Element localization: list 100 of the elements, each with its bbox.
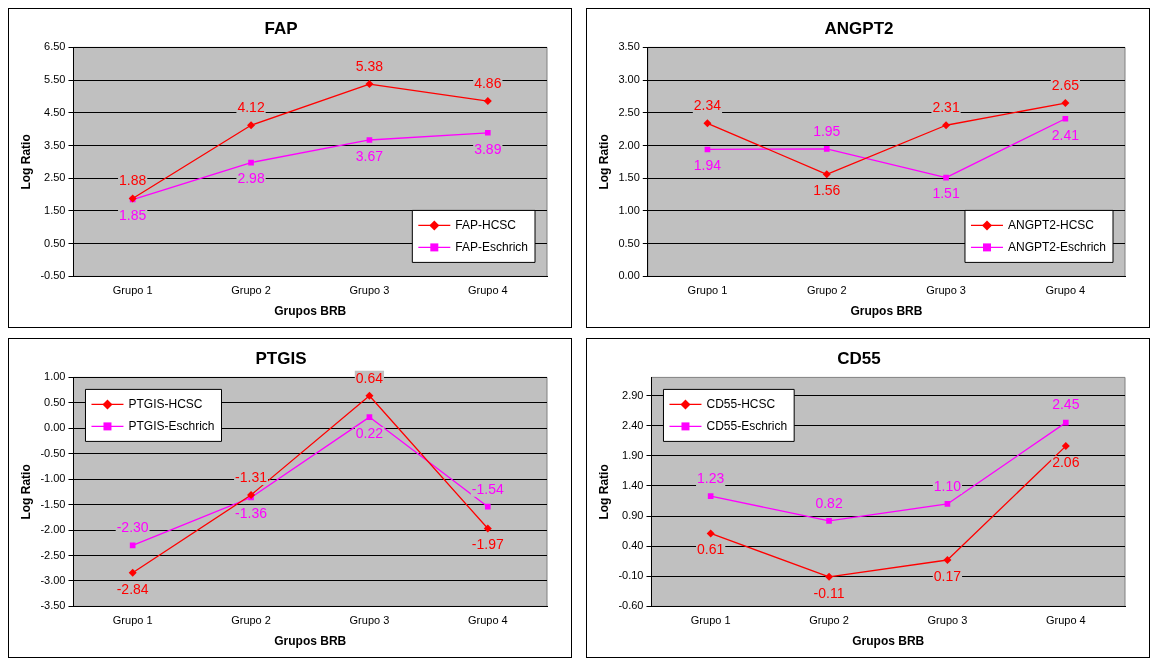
point <box>823 145 830 152</box>
y-tick-label: 3.50 <box>618 40 640 53</box>
y-tick-label: 0.40 <box>622 539 644 552</box>
y-tick-label: -2.00 <box>40 523 66 536</box>
y-tick-label: 1.40 <box>622 478 644 491</box>
y-tick-label: 3.00 <box>618 73 640 86</box>
y-tick-label: -3.50 <box>40 599 66 612</box>
y-tick-label: 6.50 <box>44 40 66 53</box>
y-axis-title: Log Ratio <box>596 134 611 190</box>
data-label: 1.94 <box>693 157 722 174</box>
y-tick-label: 1.50 <box>44 204 66 216</box>
y-tick-label: -0.50 <box>40 446 66 459</box>
data-label: 3.67 <box>355 147 384 164</box>
x-axis-title: Grupos BRB <box>852 634 925 649</box>
x-axis-title: Grupos BRB <box>274 304 347 319</box>
y-tick-label: 5.50 <box>44 73 66 86</box>
data-label: 1.10 <box>933 477 962 494</box>
data-label: 4.12 <box>237 99 265 116</box>
data-label: 2.98 <box>237 170 265 187</box>
x-tick-label: Grupo 3 <box>927 614 968 627</box>
data-label: 0.61 <box>697 541 725 558</box>
y-axis-title: Log Ratio <box>18 464 33 520</box>
data-label: 0.64 <box>355 369 384 386</box>
y-tick-label: -1.00 <box>40 472 66 485</box>
chart-title: FAP <box>264 18 298 38</box>
data-label: -2.84 <box>116 580 149 597</box>
data-label: -1.97 <box>471 536 504 553</box>
y-tick-label: 0.50 <box>618 236 640 249</box>
point <box>944 501 951 507</box>
point <box>707 493 714 499</box>
data-label: 1.85 <box>119 207 147 224</box>
x-tick-label: Grupo 4 <box>1045 614 1086 627</box>
y-tick-label: 1.00 <box>618 204 640 216</box>
y-tick-label: 2.00 <box>618 138 640 151</box>
point <box>943 556 952 564</box>
y-tick-label: -0.10 <box>618 569 644 582</box>
y-tick-label: 0.50 <box>44 395 66 408</box>
data-label: -1.31 <box>235 468 268 485</box>
y-tick-label: 1.90 <box>622 448 644 461</box>
point <box>365 80 374 89</box>
point <box>484 129 491 136</box>
legend-label: CD55-HCSC <box>706 396 776 411</box>
legend-label: FAP-HCSC <box>455 217 517 232</box>
y-tick-label: 0.90 <box>622 509 644 522</box>
point <box>703 119 712 128</box>
data-label: -1.36 <box>235 505 268 522</box>
point <box>942 121 951 130</box>
x-tick-label: Grupo 1 <box>112 284 153 297</box>
y-tick-label: 3.50 <box>44 138 66 151</box>
data-label: -2.30 <box>116 519 149 536</box>
point <box>483 97 492 106</box>
data-label: 1.23 <box>697 469 725 486</box>
y-tick-label: 2.50 <box>44 171 66 184</box>
data-label: 1.88 <box>119 172 147 189</box>
data-label: 1.51 <box>932 185 960 202</box>
x-axis-title: Grupos BRB <box>274 634 347 649</box>
legend-label: CD55-Eschrich <box>706 418 788 433</box>
data-label: 2.65 <box>1051 76 1080 93</box>
x-tick-label: Grupo 3 <box>349 284 390 297</box>
data-label: 2.41 <box>1051 126 1080 143</box>
legend-label: FAP-Eschrich <box>455 239 528 254</box>
y-axis-title: Log Ratio <box>18 134 33 190</box>
data-label: 0.82 <box>815 494 843 511</box>
x-tick-label: Grupo 3 <box>349 614 390 627</box>
data-label: 2.34 <box>693 97 722 114</box>
legend-label: ANGPT2-HCSC <box>1007 217 1095 232</box>
x-tick-label: Grupo 1 <box>112 614 153 627</box>
x-tick-label: Grupo 2 <box>806 284 847 297</box>
point <box>1061 442 1070 451</box>
data-label: 1.56 <box>813 182 841 199</box>
data-label: -0.11 <box>813 584 845 601</box>
legend-label: PTGIS-Eschrich <box>128 418 215 433</box>
legend-label: ANGPT2-Eschrich <box>1007 239 1107 254</box>
chart-title: CD55 <box>837 348 881 368</box>
y-tick-label: -0.60 <box>618 599 644 612</box>
data-label: 0.22 <box>355 424 384 441</box>
y-tick-label: 0.00 <box>44 421 66 434</box>
point <box>366 414 373 420</box>
point <box>825 572 834 581</box>
y-tick-label: -0.50 <box>40 269 66 282</box>
y-tick-label: -2.50 <box>40 548 66 561</box>
data-label: 3.89 <box>474 140 502 157</box>
y-axis-title: Log Ratio <box>596 464 611 520</box>
chart-title: ANGPT2 <box>824 18 894 38</box>
x-tick-label: Grupo 1 <box>690 614 731 627</box>
point <box>1062 115 1069 122</box>
x-axis-title: Grupos BRB <box>850 304 923 319</box>
data-label: 1.95 <box>813 122 841 139</box>
y-tick-label: 0.50 <box>44 236 66 249</box>
point <box>943 174 949 181</box>
y-tick-label: 2.50 <box>618 105 640 118</box>
point <box>247 490 256 499</box>
data-label: 4.86 <box>474 74 502 91</box>
point <box>247 121 256 130</box>
x-tick-label: Grupo 2 <box>809 614 849 627</box>
y-tick-label: -3.00 <box>40 573 66 586</box>
point <box>1061 99 1070 108</box>
x-tick-label: Grupo 4 <box>467 614 508 627</box>
data-label: 5.38 <box>355 57 384 74</box>
point <box>826 518 832 524</box>
